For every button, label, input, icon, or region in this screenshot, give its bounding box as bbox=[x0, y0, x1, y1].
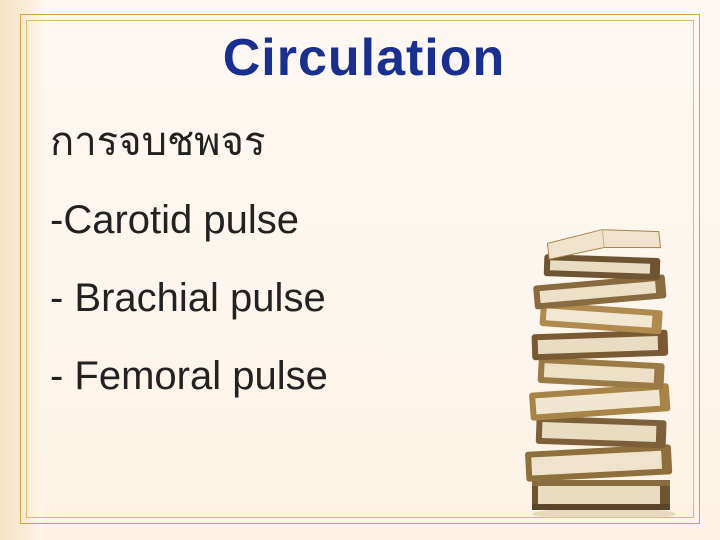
slide-title: Circulation bbox=[50, 28, 678, 88]
subtitle-thai: การจบชพจร bbox=[50, 118, 678, 166]
book-stack-icon bbox=[514, 218, 684, 518]
